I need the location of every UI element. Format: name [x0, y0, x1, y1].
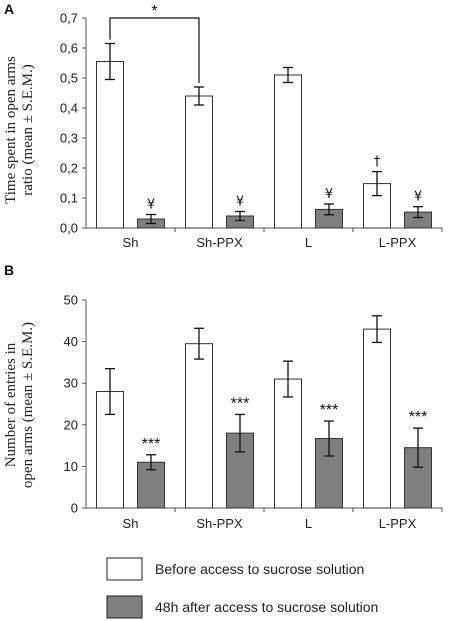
significance-marker: ***: [409, 409, 428, 426]
y-tick-label: 10: [64, 459, 78, 474]
x-tick-label: L: [305, 516, 312, 531]
legend-swatch-after: [106, 595, 143, 619]
y-tick-label: 0,5: [60, 71, 78, 86]
bar-before: [185, 95, 213, 229]
significance-marker: ***: [320, 402, 339, 419]
x-tick-label: L: [305, 235, 312, 250]
y-tick-label: 0,6: [60, 41, 78, 56]
bracket-star: *: [151, 3, 157, 20]
legend: Before access to sucrose solution 48h af…: [106, 557, 378, 619]
panel-a-ylabel-line2: ratio (mean ± S.E.M.): [20, 64, 36, 196]
panel-a-label: A: [4, 1, 14, 17]
x-tick-label: Sh: [123, 235, 139, 250]
significance-marker: ¥: [236, 195, 244, 210]
bar-before: [274, 74, 302, 229]
panel-a-plot: 0,0 0,1 0,2 0,3 0,4 0,5 0,6 0,7 Sh Sh-PPX L L-PPX ¥ ¥…: [60, 3, 443, 250]
y-tick-label: 0,4: [60, 101, 78, 116]
significance-marker: ¥: [414, 190, 422, 205]
panel-a-ylabel-line1: Time spent in open arms: [3, 56, 19, 204]
x-tick-label: Sh: [123, 516, 139, 531]
significance-marker: ¥: [147, 198, 155, 213]
x-tick-label: Sh-PPX: [196, 516, 243, 531]
significance-bracket: [109, 17, 200, 83]
y-tick-label: 0,1: [60, 191, 78, 206]
y-tick-label: 40: [64, 334, 78, 349]
bar-after: [315, 438, 343, 509]
panel-b-ylabel-line2: open arms (mean ± S.E.M.): [20, 322, 36, 488]
y-tick-label: 30: [64, 376, 78, 391]
legend-label-before: Before access to sucrose solution: [155, 561, 364, 577]
legend-label-after: 48h after access to sucrose solution: [155, 599, 378, 615]
significance-marker: ***: [231, 395, 250, 412]
bar-before: [185, 343, 213, 509]
legend-swatch-before: [106, 557, 143, 581]
y-tick-label: 0,2: [60, 161, 78, 176]
panel-b-label: B: [4, 262, 14, 278]
bar-before: [274, 378, 302, 509]
panel-b-plot: 0 10 20 30 40 50 Sh Sh-PPX L L-PPX *** *** *** ***: [64, 293, 443, 531]
y-tick-label: 0,3: [60, 131, 78, 146]
significance-marker: ¥: [325, 187, 333, 202]
y-tick-label: 50: [64, 293, 78, 308]
x-tick-label: L-PPX: [379, 235, 417, 250]
y-tick-label: 20: [64, 417, 78, 432]
y-tick-label: 0,7: [60, 11, 78, 26]
panel-b: B Number of entries in open arms (mean ±…: [3, 262, 443, 531]
x-tick-label: Sh-PPX: [196, 235, 243, 250]
y-tick-label: 0,0: [60, 221, 78, 236]
significance-marker: ***: [142, 436, 161, 453]
y-tick-label: 0: [71, 501, 78, 516]
bar-before: [96, 61, 124, 229]
panel-a: A Time spent in open arms ratio (mean ± …: [3, 1, 443, 250]
significance-marker: †: [374, 155, 381, 170]
x-tick-label: L-PPX: [379, 516, 417, 531]
bar-before: [363, 328, 391, 509]
panel-b-ylabel-line1: Number of entries in: [3, 342, 19, 467]
